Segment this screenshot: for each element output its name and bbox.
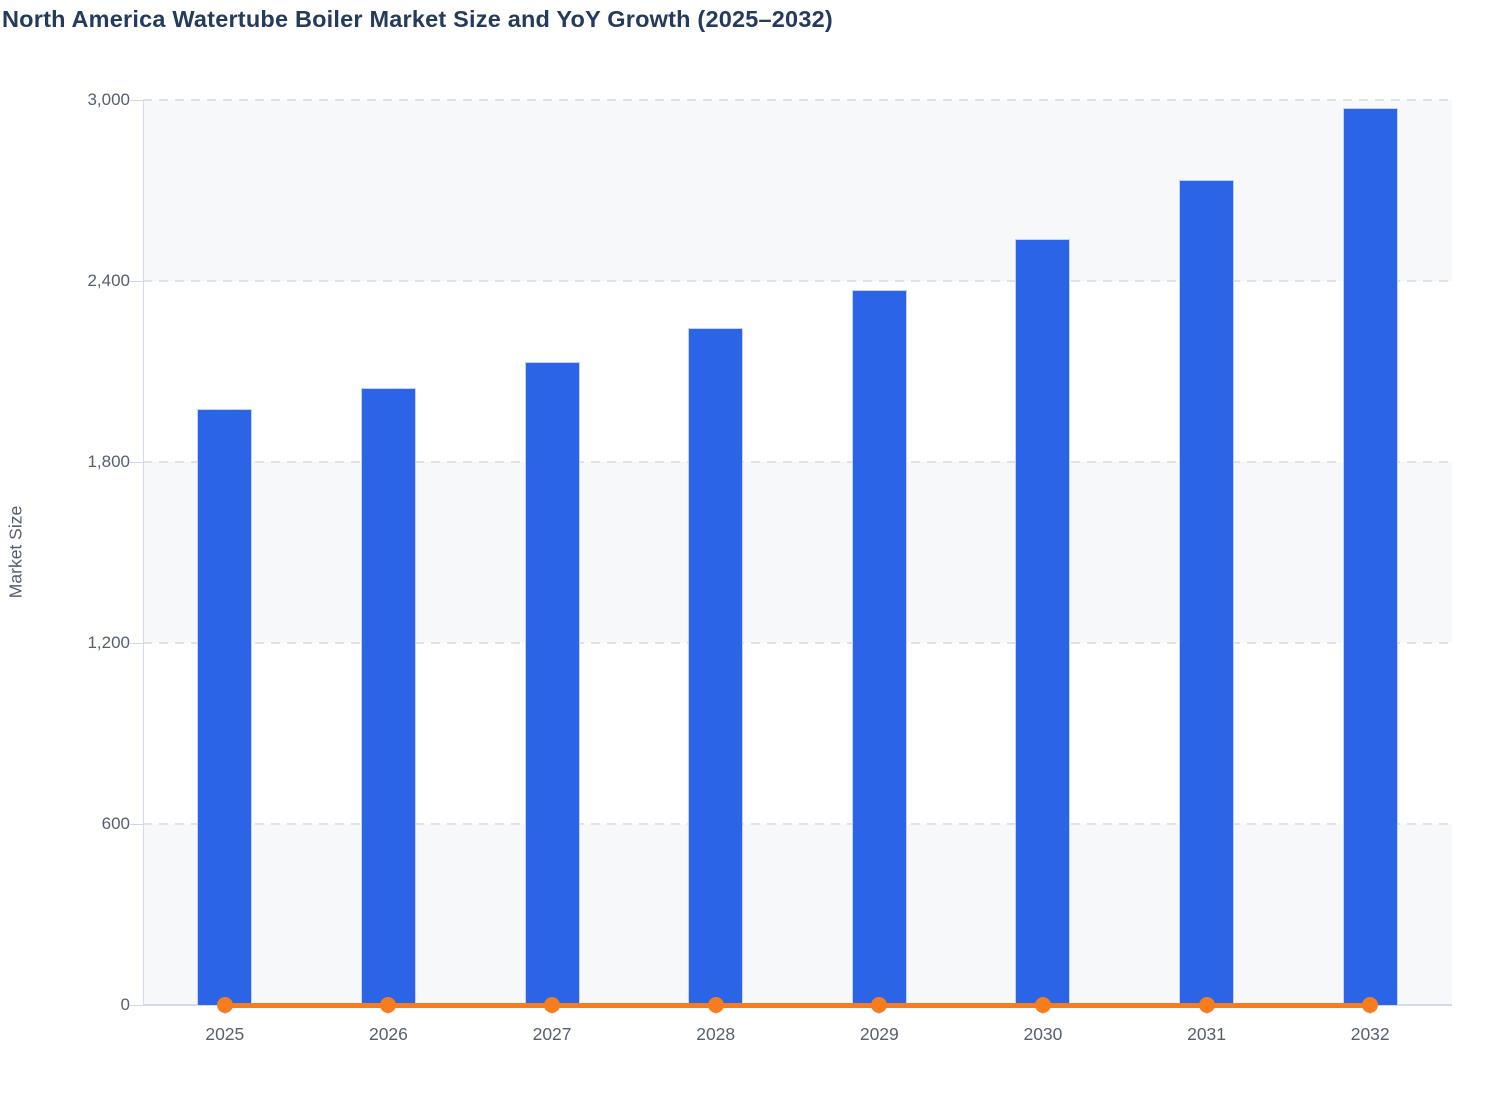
yoy-marker-2029 bbox=[871, 997, 888, 1013]
y-tick-label: 1,800 bbox=[87, 452, 130, 471]
grid-band bbox=[143, 462, 1452, 643]
yoy-marker-2030 bbox=[1034, 997, 1051, 1013]
y-tick-mark bbox=[130, 99, 143, 101]
yoy-marker-2028 bbox=[707, 997, 724, 1013]
y-tick-mark bbox=[130, 642, 143, 644]
y-tick-label: 2,400 bbox=[87, 271, 130, 290]
y-tick-mark bbox=[130, 1004, 143, 1006]
x-tick-label-2032: 2032 bbox=[1350, 1024, 1390, 1044]
bar-2029 bbox=[851, 290, 907, 1005]
yoy-marker-2027 bbox=[544, 997, 561, 1013]
y-axis-line bbox=[143, 100, 144, 1005]
x-tick-label-2029: 2029 bbox=[859, 1024, 899, 1044]
y-tick-mark bbox=[130, 461, 143, 463]
x-tick-label-2027: 2027 bbox=[532, 1024, 572, 1044]
bar-2031 bbox=[1179, 179, 1235, 1005]
bar-2027 bbox=[524, 362, 580, 1005]
grid-band bbox=[143, 824, 1452, 1005]
x-tick-label-2026: 2026 bbox=[368, 1024, 408, 1044]
y-tick-mark bbox=[130, 280, 143, 282]
y-axis-title: Market Size bbox=[5, 505, 26, 599]
gridline-600 bbox=[143, 823, 1452, 825]
bar-2026 bbox=[360, 388, 416, 1005]
grid-band bbox=[143, 100, 1452, 281]
yoy-marker-2026 bbox=[380, 997, 397, 1013]
x-tick-label-2030: 2030 bbox=[1023, 1024, 1063, 1044]
x-tick-label-2025: 2025 bbox=[205, 1024, 245, 1044]
y-tick-label: 0 bbox=[120, 995, 130, 1014]
yoy-marker-2025 bbox=[216, 997, 233, 1013]
page-title: North America Watertube Boiler Market Si… bbox=[2, 6, 833, 32]
y-tick-label: 600 bbox=[101, 814, 130, 833]
plot-area bbox=[143, 99, 1452, 1005]
y-tick-label: 1,200 bbox=[87, 633, 130, 652]
yoy-marker-2031 bbox=[1198, 997, 1215, 1013]
y-tick-mark bbox=[130, 823, 143, 825]
gridline-2400 bbox=[143, 280, 1452, 282]
bar-2025 bbox=[197, 409, 253, 1005]
x-tick-label-2031: 2031 bbox=[1187, 1024, 1227, 1044]
gridline-3000 bbox=[143, 99, 1452, 101]
y-tick-label: 3,000 bbox=[87, 90, 130, 109]
bar-2028 bbox=[688, 327, 744, 1005]
yoy-growth-line bbox=[224, 1002, 1371, 1008]
gridline-1800 bbox=[143, 461, 1452, 463]
x-tick-label-2028: 2028 bbox=[696, 1024, 736, 1044]
bar-2030 bbox=[1015, 238, 1071, 1005]
bar-2032 bbox=[1342, 107, 1398, 1005]
yoy-marker-2032 bbox=[1362, 997, 1379, 1013]
gridline-1200 bbox=[143, 642, 1452, 644]
